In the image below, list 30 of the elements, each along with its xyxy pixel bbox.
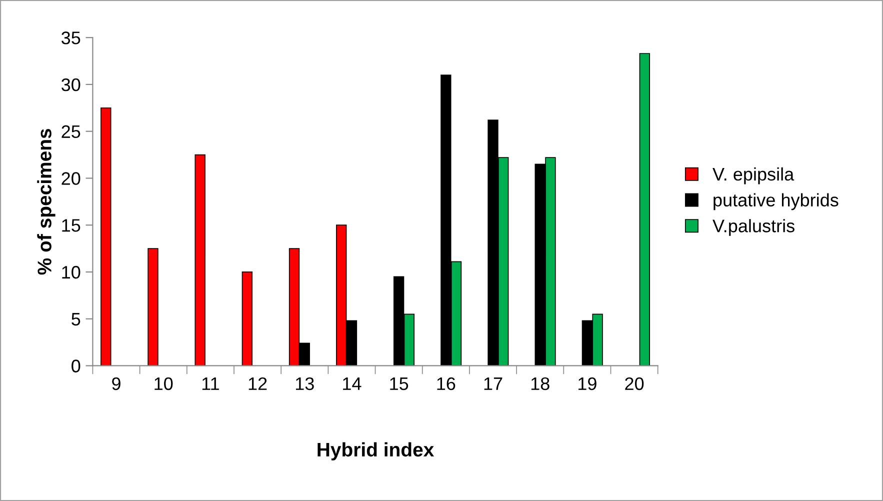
bar	[148, 248, 158, 366]
y-axis-title: % of specimens	[37, 128, 56, 275]
y-tick-label: 10	[62, 266, 80, 279]
y-tick-label: 0	[72, 360, 80, 372]
x-tick-label: 16	[437, 377, 456, 390]
x-axis-title: Hybrid index	[318, 442, 434, 460]
x-tick-label: 20	[625, 377, 644, 390]
x-tick-label: 15	[390, 378, 408, 390]
y-tick-label: 25	[62, 125, 80, 138]
legend-label: V.palustris	[712, 219, 794, 236]
x-tick-label: 17	[484, 378, 502, 390]
y-tick-label: 15	[62, 219, 80, 232]
legend-label: V. epipsila	[712, 167, 794, 184]
bar	[242, 272, 253, 366]
x-tick-label: 18	[531, 377, 550, 390]
x-tick-label: 12	[248, 377, 267, 390]
bar	[100, 107, 112, 366]
y-tick-label: 30	[62, 78, 80, 92]
x-tick-label: 14	[343, 378, 362, 390]
x-tick-label: 9	[112, 377, 120, 390]
bar	[639, 53, 650, 366]
y-tick-label: 35	[62, 32, 80, 44]
x-tick-label: 11	[202, 378, 219, 390]
x-tick-label: 10	[154, 377, 173, 390]
x-tick-label: 19	[578, 377, 596, 390]
y-tick-label: 20	[62, 172, 80, 185]
legend-label: putative hybrids	[714, 193, 838, 210]
y-tick-label: 5	[72, 312, 80, 326]
bar	[194, 154, 206, 366]
x-tick-label: 13	[296, 377, 314, 390]
